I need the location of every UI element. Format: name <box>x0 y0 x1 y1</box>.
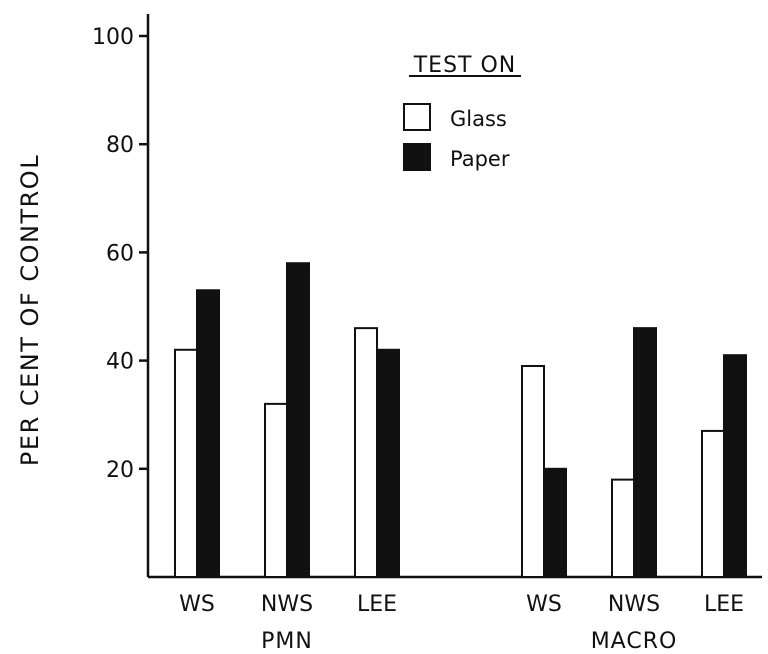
category-labels: WS NWS LEE PMN WS NWS LEE MACRO <box>179 592 744 654</box>
y-tick-label: 80 <box>106 133 134 158</box>
legend-label-glass: Glass <box>450 107 507 131</box>
legend-title: TEST ON <box>413 53 517 78</box>
group-label: MACRO <box>591 629 678 654</box>
legend: TEST ON Glass Paper <box>403 53 521 171</box>
y-tick-label: 40 <box>106 350 134 375</box>
bar-glass-macro-lee <box>701 429 725 578</box>
x-tick-label: LEE <box>704 592 744 617</box>
x-tick-label: WS <box>179 592 215 617</box>
legend-swatch-paper <box>403 143 431 171</box>
y-axis-label: PER CENT OF CONTROL <box>16 154 44 466</box>
legend-label-paper: Paper <box>450 147 510 171</box>
bar-glass-pmn-ws <box>174 348 198 578</box>
x-tick-label: LEE <box>357 592 397 617</box>
x-tick-label: WS <box>526 592 562 617</box>
bars <box>174 262 747 579</box>
bar-paper-macro-nws <box>633 327 657 579</box>
bar-paper-macro-ws <box>543 467 567 578</box>
x-tick-label: NWS <box>608 592 660 617</box>
bar-paper-macro-lee <box>723 354 747 578</box>
y-tick-label: 60 <box>106 241 134 266</box>
bar-paper-pmn-ws <box>196 289 220 578</box>
bar-glass-macro-ws <box>521 365 545 579</box>
x-tick-label: NWS <box>261 592 313 617</box>
y-tick-label: 20 <box>106 458 134 483</box>
group-label: PMN <box>261 629 313 654</box>
bar-glass-pmn-lee <box>354 327 378 579</box>
legend-swatch-glass <box>403 103 431 131</box>
bar-paper-pmn-lee <box>376 348 400 578</box>
y-axis: 20 40 60 80 100 <box>92 14 150 577</box>
bar-glass-pmn-nws <box>264 402 288 578</box>
bar-glass-macro-nws <box>611 478 635 578</box>
bar-paper-pmn-nws <box>286 262 310 578</box>
y-tick-label: 100 <box>92 25 134 50</box>
